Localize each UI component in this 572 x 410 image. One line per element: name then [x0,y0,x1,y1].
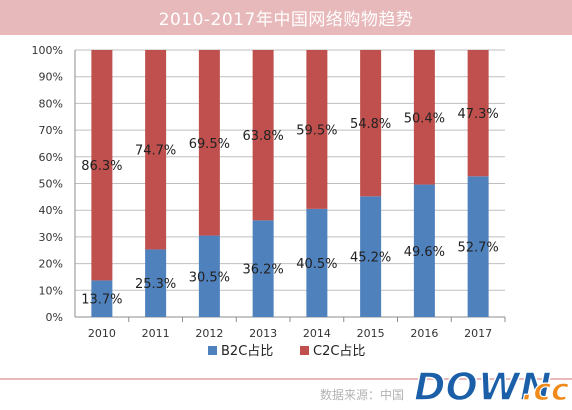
x-tick-label: 2015 [357,327,385,340]
data-label-b2c: 25.3% [135,277,176,292]
bar-c2c [252,50,274,221]
y-tick-label: 50% [39,178,63,191]
stacked-bar-chart: 0% 10% 20% 30% 40% 50% 60% 70% 80% 90% 100% 13.7% 8… [32,44,506,359]
source-note: 数据来源：中国 [320,388,405,402]
bar-c2c [91,50,113,281]
data-label-b2c: 36.2% [242,263,283,278]
data-label-c2c: 54.8% [350,117,391,132]
x-tick-label: 2010 [88,327,116,340]
data-label-c2c: 74.7% [135,144,176,159]
bottom-rule [0,378,572,380]
bar-c2c [360,50,382,197]
x-tick-label: 2011 [142,327,170,340]
data-label-c2c: 63.8% [242,129,283,144]
watermark-down-text: DOWN [414,365,552,409]
data-label-c2c: 86.3% [81,159,122,174]
data-label-c2c: 69.5% [189,137,230,152]
data-label-b2c: 45.2% [350,251,391,266]
down-cc-logo: DOWN .cc [413,364,570,410]
data-label-b2c: 49.6% [404,245,445,260]
x-tick-label: 2014 [303,327,331,340]
bar-c2c [467,50,489,177]
bar-b2c [198,235,220,317]
title-bar: 2010-2017年中国网络购物趋势 [0,0,572,35]
data-labels: 13.7% 86.3% 25.3% 74.7% 30.5% 69.5% 36.2% 63.8%… [81,107,499,308]
bar-c2c [413,50,435,185]
y-tick-label: 0% [46,311,63,324]
data-label-b2c: 52.7% [457,241,498,256]
legend: B2C占比 C2C占比 [208,344,365,359]
bar-b2c [252,220,274,317]
data-label-b2c: 30.5% [189,270,230,285]
x-tick-label: 2016 [410,327,438,340]
bar-b2c [413,184,435,317]
x-tick-label: 2012 [195,327,223,340]
data-label-c2c: 47.3% [457,107,498,122]
bar-b2c [145,249,167,317]
legend-label-b2c: B2C占比 [221,344,273,359]
legend-swatch-c2c [300,346,309,355]
data-label-b2c: 13.7% [81,293,122,308]
bars [91,50,489,317]
x-axis-ticks: 2010 2011 2012 2013 2014 2015 2016 2017 [88,327,492,340]
bar-b2c [360,196,382,317]
legend-label-c2c: C2C占比 [313,344,365,359]
y-tick-label: 10% [39,284,63,297]
y-tick-label: 70% [39,124,63,137]
y-tick-label: 40% [39,204,63,217]
data-label-c2c: 50.4% [404,111,445,126]
x-tick-label: 2013 [249,327,277,340]
y-tick-label: 60% [39,151,63,164]
watermark-cc-text: .cc [522,373,569,408]
y-axis-ticks: 0% 10% 20% 30% 40% 50% 60% 70% 80% 90% 100% [32,44,63,324]
chart-title: 2010-2017年中国网络购物趋势 [158,10,414,30]
bar-b2c [306,208,328,317]
y-tick-label: 100% [32,44,63,57]
y-tick-label: 80% [39,97,63,110]
bar-c2c [306,50,328,209]
y-tick-label: 90% [39,71,63,84]
bar-b2c [91,280,113,317]
y-tick-label: 30% [39,231,63,244]
bar-c2c [145,50,167,250]
bar-c2c [198,50,220,236]
bar-b2c [467,176,489,317]
data-label-c2c: 59.5% [296,123,337,138]
x-tick-label: 2017 [464,327,492,340]
data-label-b2c: 40.5% [296,257,337,272]
legend-swatch-b2c [208,346,217,355]
y-tick-label: 20% [39,258,63,271]
